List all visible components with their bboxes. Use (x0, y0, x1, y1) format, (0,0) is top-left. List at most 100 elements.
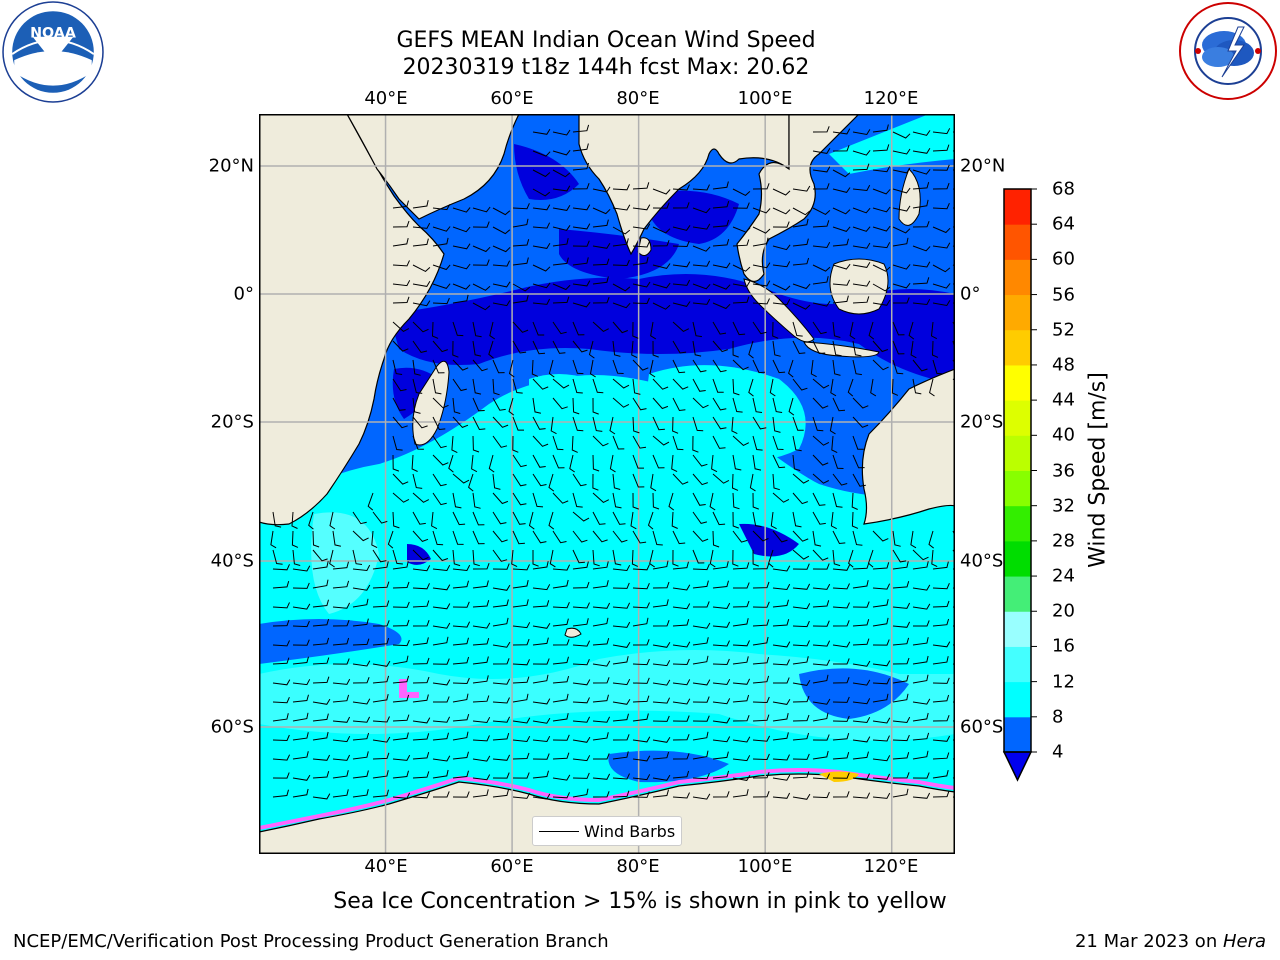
wind-barb (312, 731, 329, 741)
wind-barb (812, 416, 824, 432)
wind-barb (508, 397, 515, 416)
wind-barb (752, 675, 770, 684)
wind-barb (332, 678, 351, 685)
wind-barb (712, 717, 731, 724)
wind-barb (792, 454, 801, 471)
wind-barb (632, 321, 639, 339)
wind-barb (832, 169, 851, 178)
wind-barb (512, 638, 530, 646)
wind-barb (692, 416, 704, 432)
wind-barb (932, 769, 949, 779)
wind-barb (812, 583, 831, 590)
wind-barb (712, 378, 724, 393)
wind-barb (392, 296, 410, 304)
wind-barb (512, 622, 531, 629)
wind-barb (932, 641, 951, 648)
wind-barb (732, 755, 751, 762)
wind-barb (472, 340, 482, 357)
wind-barb (772, 599, 789, 608)
wind-barb (272, 754, 291, 761)
wind-barb (432, 283, 451, 289)
wind-barb (872, 299, 891, 306)
wind-barb (632, 281, 651, 288)
wind-barb (272, 619, 290, 627)
colorbar-segment (1004, 540, 1031, 577)
wind-barb (552, 149, 571, 156)
wind-barb (272, 713, 289, 722)
wind-barb (572, 359, 584, 375)
colorbar-segment (1004, 611, 1031, 647)
wind-barb (532, 622, 551, 629)
wind-barb (672, 698, 691, 705)
wind-barb (392, 397, 406, 411)
wind-barb (532, 435, 549, 447)
wind-barb (712, 658, 730, 666)
colorbar-tick-label: 20 (1052, 600, 1075, 622)
wind-barb (692, 492, 706, 506)
wind-barb (552, 564, 571, 571)
wind-barb (332, 770, 349, 779)
wind-barb (572, 640, 591, 647)
wind-barb (712, 580, 729, 589)
wind-barb (532, 264, 551, 272)
map-legend: Wind Barbs (532, 816, 682, 846)
wind-barb (272, 511, 282, 528)
wind-barb (632, 492, 639, 510)
wind-barb (812, 549, 829, 561)
wind-barb (452, 283, 471, 290)
wind-barb (672, 202, 690, 209)
wind-barb (472, 245, 491, 253)
wind-barb (772, 283, 791, 291)
wind-barb (572, 223, 591, 230)
wind-barb (649, 549, 655, 568)
wind-barb (412, 565, 431, 572)
wind-barb (612, 698, 631, 705)
wind-barb (412, 222, 431, 229)
wind-barb (612, 226, 631, 235)
wind-barb (792, 714, 810, 722)
wind-barb (412, 620, 430, 627)
wind-barb (512, 693, 529, 703)
wind-barb (772, 454, 786, 469)
wind-barb (392, 511, 400, 529)
wind-barb (848, 549, 854, 568)
colorbar-segment (1004, 470, 1031, 507)
wind-barb (452, 713, 470, 722)
wind-barb (312, 657, 330, 665)
wind-barb (552, 693, 569, 703)
wind-barb (752, 237, 769, 247)
wind-barb (892, 772, 910, 779)
wind-barb (832, 492, 843, 508)
wind-barb (472, 549, 480, 567)
wind-barb (492, 772, 510, 779)
wind-barb (412, 378, 423, 394)
wind-barb (772, 712, 789, 722)
wind-barb (712, 321, 727, 335)
wind-barb (832, 772, 850, 779)
wind-barb (852, 226, 871, 232)
wind-barb (432, 603, 451, 610)
wind-barb (672, 184, 690, 191)
wind-barb (572, 473, 587, 487)
wind-barb (352, 618, 369, 627)
chart-title-line-1: GEFS MEAN Indian Ocean Wind Speed (396, 28, 816, 53)
wind-barb (531, 359, 538, 377)
wind-barb (832, 715, 850, 722)
wind-barb (812, 734, 830, 741)
wind-barb (452, 530, 464, 545)
wind-barb (652, 789, 669, 798)
wind-barb (732, 188, 751, 197)
wind-barb (712, 640, 730, 647)
wind-barb (892, 187, 911, 194)
wind-barb (932, 735, 951, 742)
wind-barb (452, 397, 461, 414)
wind-barb (572, 736, 591, 743)
wind-barb (632, 435, 647, 449)
wind-barb (572, 697, 590, 704)
wind-barb (772, 792, 791, 799)
wind-barb (572, 321, 585, 336)
wind-barb (812, 300, 831, 307)
wind-barb (832, 473, 848, 486)
lon-tick-top-40: 40°E (364, 88, 408, 109)
wind-barb (308, 511, 314, 530)
